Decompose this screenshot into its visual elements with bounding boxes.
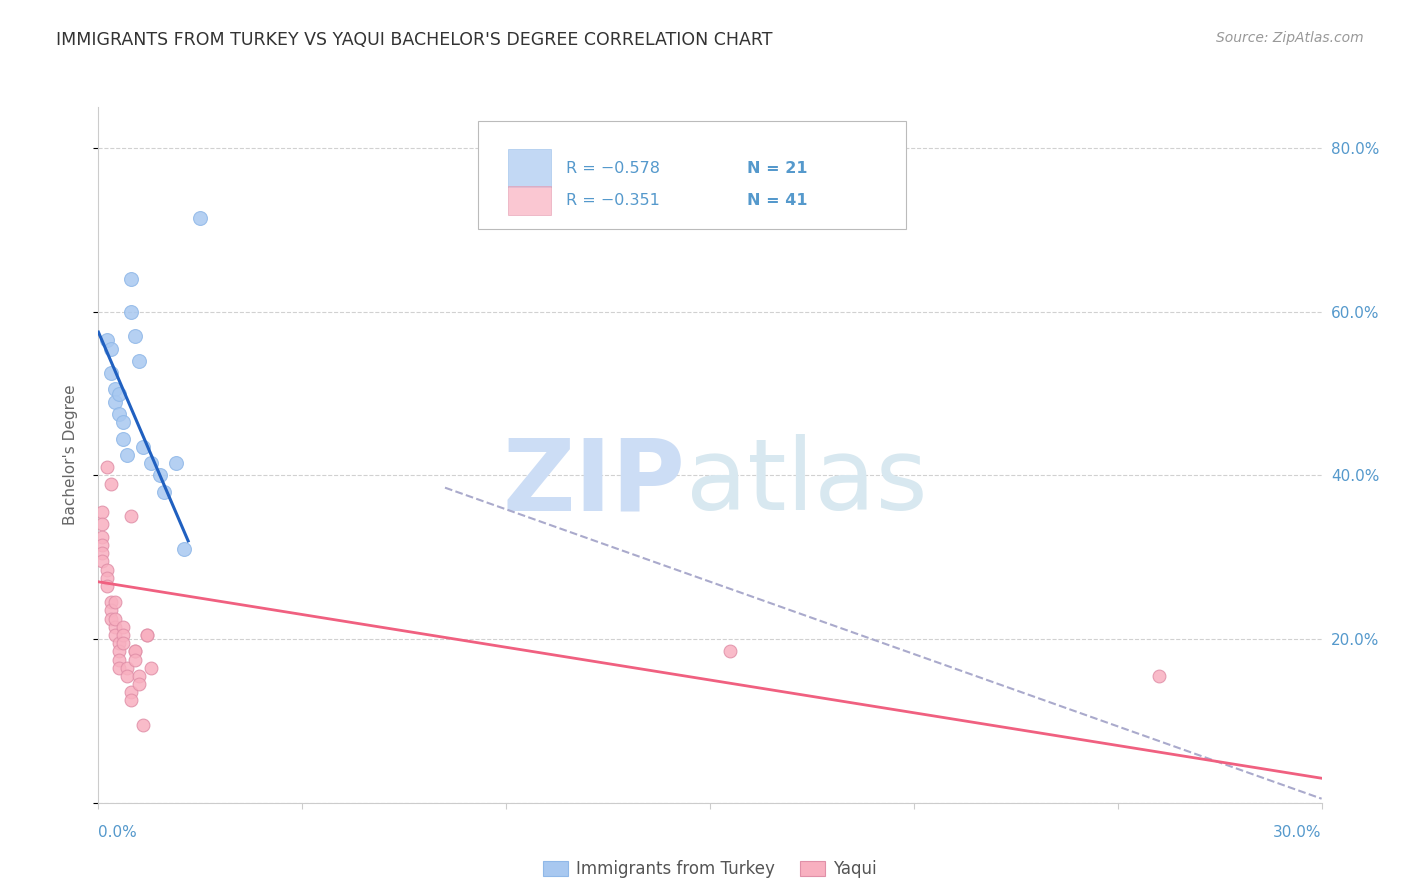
Point xyxy=(128,353,150,368)
Point xyxy=(120,685,142,699)
Point xyxy=(91,546,114,560)
Point xyxy=(96,579,118,593)
Point xyxy=(104,383,127,397)
Legend: Immigrants from Turkey, Yaqui: Immigrants from Turkey, Yaqui xyxy=(536,854,884,885)
Text: N = 41: N = 41 xyxy=(747,193,807,208)
Point xyxy=(115,448,138,462)
Point xyxy=(111,620,134,634)
Point xyxy=(91,530,114,544)
Text: atlas: atlas xyxy=(686,434,927,532)
Point xyxy=(120,693,142,707)
Text: 30.0%: 30.0% xyxy=(1274,825,1322,840)
Text: R = −0.578: R = −0.578 xyxy=(565,161,659,176)
Point xyxy=(108,636,131,650)
Point xyxy=(104,628,127,642)
Point xyxy=(111,628,134,642)
Point xyxy=(111,432,134,446)
Point xyxy=(188,211,212,225)
Point xyxy=(108,386,131,401)
Point xyxy=(132,718,155,732)
Point xyxy=(96,571,118,585)
Point xyxy=(104,612,127,626)
Point xyxy=(132,440,155,454)
Point xyxy=(173,542,195,557)
Point xyxy=(124,652,146,666)
Point xyxy=(108,652,131,666)
Point xyxy=(1147,669,1170,683)
Text: Source: ZipAtlas.com: Source: ZipAtlas.com xyxy=(1216,31,1364,45)
Point xyxy=(120,304,142,318)
Point xyxy=(111,415,134,429)
Point xyxy=(104,394,127,409)
Point xyxy=(128,677,150,691)
Point xyxy=(96,334,118,348)
Point xyxy=(124,644,146,658)
Point xyxy=(108,644,131,658)
Y-axis label: Bachelor's Degree: Bachelor's Degree xyxy=(63,384,77,525)
Text: IMMIGRANTS FROM TURKEY VS YAQUI BACHELOR'S DEGREE CORRELATION CHART: IMMIGRANTS FROM TURKEY VS YAQUI BACHELOR… xyxy=(56,31,773,49)
Point xyxy=(149,468,172,483)
Point xyxy=(120,272,142,286)
Text: N = 21: N = 21 xyxy=(747,161,807,176)
Point xyxy=(136,628,159,642)
Point xyxy=(91,505,114,519)
Point xyxy=(91,554,114,568)
Point xyxy=(152,484,174,499)
FancyBboxPatch shape xyxy=(508,149,551,187)
Point xyxy=(91,538,114,552)
Text: R = −0.351: R = −0.351 xyxy=(565,193,659,208)
Text: 0.0%: 0.0% xyxy=(98,825,138,840)
Point xyxy=(104,595,127,609)
Point xyxy=(111,636,134,650)
Point xyxy=(108,407,131,421)
Point xyxy=(96,460,118,475)
Point xyxy=(124,644,146,658)
Point xyxy=(100,476,122,491)
Point xyxy=(100,366,122,380)
Point xyxy=(96,562,118,576)
Point xyxy=(100,342,122,356)
Point xyxy=(141,456,163,470)
Point xyxy=(100,595,122,609)
Point xyxy=(100,612,122,626)
Point xyxy=(115,669,138,683)
Point xyxy=(128,669,150,683)
Point xyxy=(108,661,131,675)
Point xyxy=(720,644,742,658)
Point xyxy=(115,661,138,675)
Text: ZIP: ZIP xyxy=(503,434,686,532)
Point xyxy=(120,509,142,524)
Point xyxy=(104,620,127,634)
FancyBboxPatch shape xyxy=(508,186,551,215)
Point xyxy=(91,517,114,532)
Point xyxy=(141,661,163,675)
FancyBboxPatch shape xyxy=(478,121,905,229)
Point xyxy=(124,329,146,343)
Point xyxy=(165,456,187,470)
Point xyxy=(100,603,122,617)
Point xyxy=(136,628,159,642)
